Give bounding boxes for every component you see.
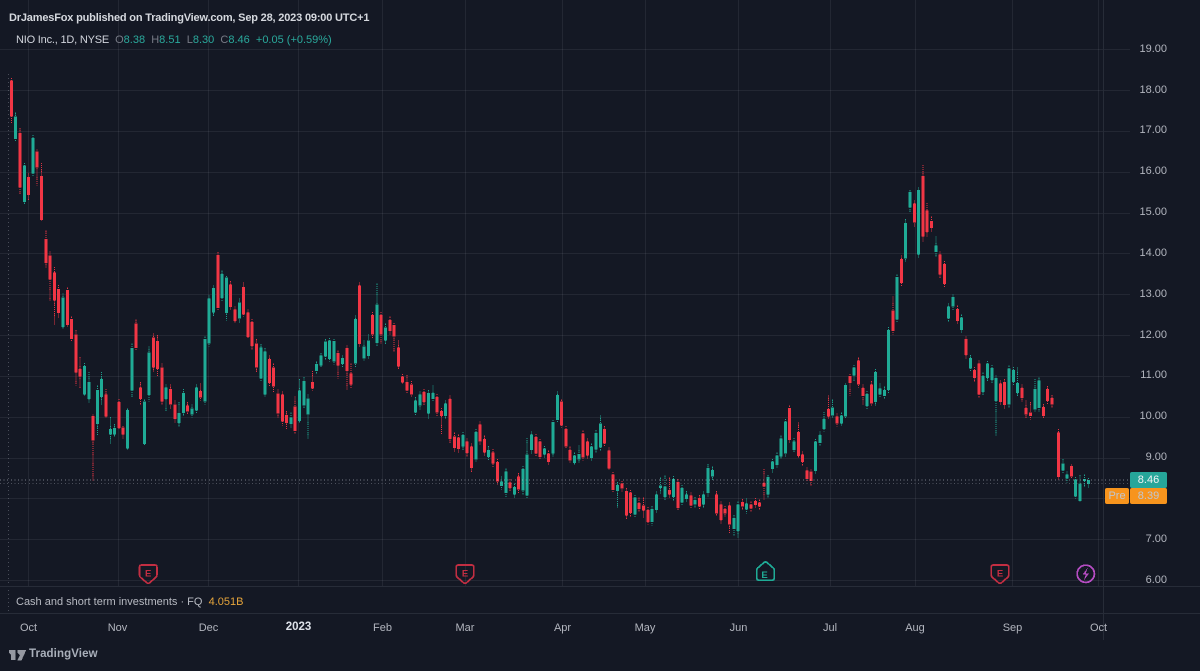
svg-text:E: E xyxy=(145,569,151,580)
svg-text:E: E xyxy=(997,569,1003,580)
svg-text:E: E xyxy=(761,570,767,581)
svg-text:E: E xyxy=(462,569,468,580)
